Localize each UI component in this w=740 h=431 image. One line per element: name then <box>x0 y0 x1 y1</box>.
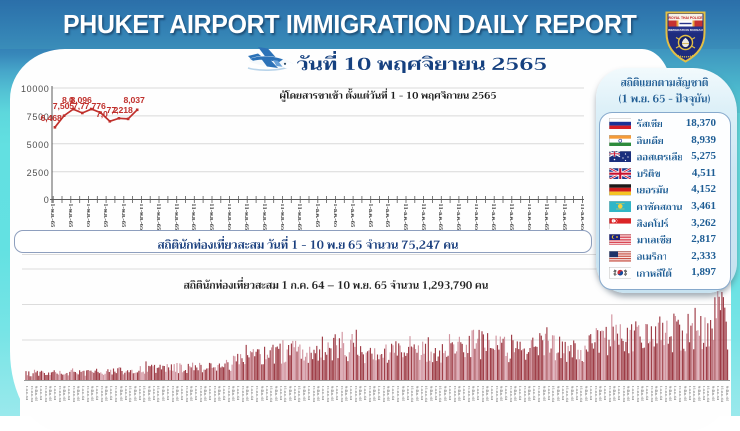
svg-text:IMMIGRATION BUREAU: IMMIGRATION BUREAU <box>668 28 704 32</box>
svg-text:ROYAL THAI POLICE: ROYAL THAI POLICE <box>669 16 704 20</box>
